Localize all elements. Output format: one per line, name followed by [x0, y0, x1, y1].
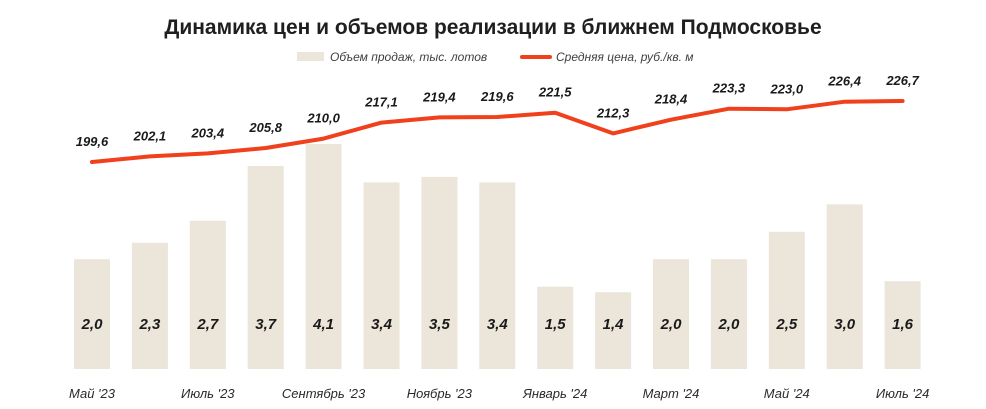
x-tick-label: Июль '24 — [876, 386, 930, 401]
price-data-label: 210,0 — [306, 111, 340, 126]
bar-data-label: 2,0 — [81, 316, 104, 333]
bar — [247, 166, 284, 369]
bar-data-label: 3,4 — [487, 316, 509, 333]
price-data-label: 218,4 — [654, 92, 688, 107]
bar-data-label: 4,1 — [312, 316, 334, 333]
bar — [131, 242, 168, 369]
bar — [537, 286, 574, 369]
price-data-label: 217,1 — [364, 95, 398, 110]
price-data-label: 219,4 — [422, 89, 456, 104]
price-data-label: 199,6 — [76, 134, 109, 149]
line-series — [90, 99, 905, 164]
price-line — [90, 99, 905, 164]
bar-data-label: 2,7 — [196, 316, 219, 333]
price-data-label: 223,3 — [712, 81, 746, 96]
bar-series — [74, 144, 921, 369]
legend: Объем продаж, тыс. лотов Средняя цена, р… — [297, 50, 694, 64]
x-tick-label: Ноябрь '23 — [407, 386, 473, 401]
bar — [421, 176, 458, 369]
legend-swatch-bars — [297, 52, 324, 61]
bar — [653, 259, 689, 369]
bar-data-label: 1,6 — [892, 316, 914, 333]
bar-data-label: 3,0 — [834, 316, 856, 333]
price-data-label: 212,3 — [596, 105, 630, 120]
bar-data-label: 2,0 — [660, 316, 683, 333]
price-data-label: 223,0 — [770, 81, 804, 96]
bar — [595, 292, 632, 369]
bar-data-label: 2,5 — [775, 316, 798, 333]
x-axis-ticks: Май '23 Июль '23 Сентябрь '23 Ноябрь '23 Янв… — [69, 386, 929, 401]
x-tick-label: Май '23 — [69, 386, 116, 401]
bar-labels: 2,0 2,3 2,7 3,7 4,1 3,4 3,5 3,4 1,5 1,4 2,0 2,0 2,5 3… — [81, 316, 914, 333]
price-data-label: 226,4 — [827, 74, 861, 89]
chart-title: Динамика цен и объемов реализации в ближ… — [164, 16, 821, 39]
bar — [305, 144, 342, 369]
bar — [826, 204, 863, 369]
x-tick-label: Май '24 — [764, 386, 810, 401]
bar — [710, 259, 747, 369]
bar — [768, 231, 805, 369]
x-tick-label: Июль '23 — [181, 386, 235, 401]
price-data-label: 205,8 — [248, 120, 282, 135]
bar — [74, 259, 110, 369]
bar-data-label: 3,5 — [429, 316, 451, 333]
bar-data-label: 1,4 — [603, 316, 625, 333]
price-data-label: 221,5 — [538, 85, 572, 100]
bar — [479, 182, 516, 369]
bar-data-label: 3,7 — [255, 316, 277, 333]
price-data-label: 202,1 — [133, 128, 167, 143]
bar-data-label: 1,5 — [545, 316, 567, 333]
price-data-label: 203,4 — [191, 125, 225, 140]
price-labels: 199,6 202,1 203,4 205,8 210,0 217,1 219,4 219,6… — [76, 73, 920, 149]
x-tick-label: Март '24 — [643, 386, 700, 401]
bar-data-label: 2,0 — [717, 316, 740, 333]
x-tick-label: Сентябрь '23 — [282, 386, 366, 401]
bar-data-label: 3,4 — [371, 316, 393, 333]
price-data-label: 226,7 — [885, 73, 919, 88]
price-data-label: 219,6 — [480, 89, 514, 104]
legend-label-bars: Объем продаж, тыс. лотов — [330, 50, 487, 64]
x-tick-label: Январь '24 — [522, 386, 587, 401]
bar — [884, 281, 921, 369]
legend-label-line: Средняя цена, руб./кв. м — [556, 50, 694, 64]
bar — [363, 182, 400, 369]
bar-data-label: 2,3 — [138, 316, 161, 333]
bar — [189, 220, 226, 369]
